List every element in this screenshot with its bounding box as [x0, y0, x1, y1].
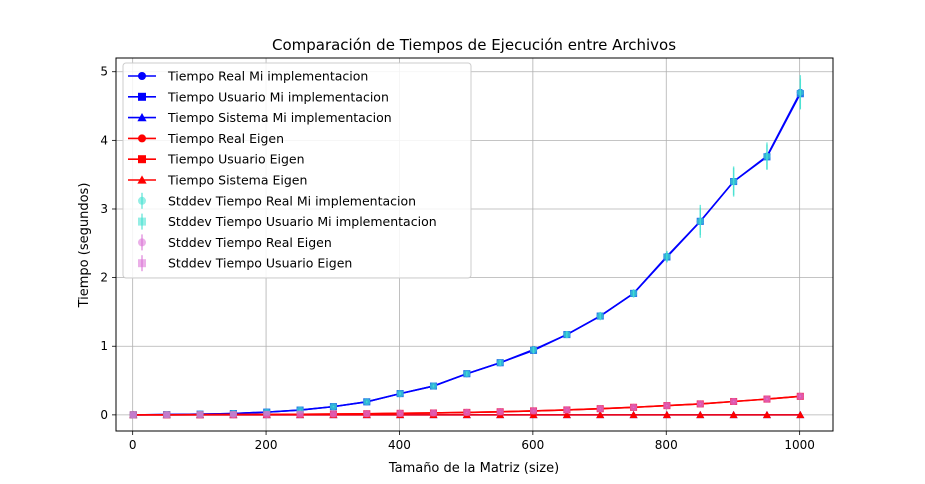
legend-entry-label: Stddev Tiempo Real Mi implementacion: [168, 193, 416, 208]
legend-swatch-marker: [138, 92, 146, 101]
series-point: [662, 410, 671, 419]
errorbar-point: [530, 346, 538, 354]
x-axis-label: Tamaño de la Matriz (size): [388, 461, 559, 476]
y-tick-label: 4: [100, 133, 108, 147]
x-tick-label: 800: [655, 438, 678, 452]
errorbar-point: [563, 406, 571, 414]
errorbar-point: [630, 403, 638, 411]
legend-swatch-marker: [138, 217, 146, 226]
legend-swatch-marker: [138, 72, 146, 80]
series-point: [796, 410, 805, 419]
errorbar-point: [496, 408, 504, 416]
series-point: [629, 410, 638, 419]
y-tick-label: 3: [100, 202, 108, 216]
errorbar-point: [396, 409, 404, 417]
series-point: [729, 410, 738, 419]
legend-entry-label: Tiempo Usuario Mi implementacion: [167, 89, 389, 104]
legend-swatch-marker: [137, 113, 147, 122]
errorbar-point: [696, 217, 704, 225]
errorbar-point: [630, 289, 638, 297]
x-tick-label: 400: [388, 438, 411, 452]
series-point: [596, 410, 605, 419]
series-point: [762, 410, 771, 419]
errorbar-point: [296, 406, 304, 414]
errorbar-point: [163, 411, 171, 419]
plot-area-frame: [115, 57, 834, 432]
errorbar-point: [496, 359, 504, 367]
errorbar-point: [596, 405, 604, 413]
legend-entry-label: Tiempo Sistema Eigen: [167, 173, 307, 188]
x-tick-label: 0: [129, 438, 137, 452]
legend-swatch-marker: [138, 196, 146, 205]
y-tick-label: 5: [100, 65, 108, 79]
legend-entry-label: Tiempo Sistema Mi implementacion: [167, 110, 392, 125]
errorbar-point: [663, 402, 671, 410]
series-point: [696, 410, 705, 419]
errorbar-point: [129, 411, 137, 419]
errorbar-point: [263, 410, 271, 418]
legend-box: [122, 62, 472, 279]
chart-title: Comparación de Tiempos de Ejecución entr…: [272, 36, 676, 54]
legend-swatch-marker: [138, 238, 146, 247]
errorbar-point: [463, 370, 471, 378]
errorbar-point: [730, 178, 738, 186]
series-point: [562, 410, 571, 419]
errorbar-point: [696, 400, 704, 408]
errorbar-point: [296, 410, 304, 418]
legend-swatch-marker: [138, 155, 146, 164]
errorbar-point: [563, 331, 571, 339]
y-tick-label: 0: [100, 408, 108, 422]
legend-entry-label: Tiempo Real Eigen: [167, 131, 284, 146]
errorbar-point: [530, 407, 538, 415]
y-tick-label: 1: [100, 339, 108, 353]
errorbar-point: [363, 410, 371, 418]
errorbar-point: [730, 397, 738, 405]
x-tick-label: 600: [521, 438, 544, 452]
legend-entry-label: Tiempo Real Mi implementacion: [167, 69, 368, 84]
errorbar-point: [463, 408, 471, 416]
y-tick-label: 2: [100, 271, 108, 285]
series-layer: [129, 75, 805, 419]
legend-swatch-marker: [138, 259, 146, 268]
errorbar-point: [763, 395, 771, 403]
legend-swatch-marker: [138, 134, 146, 143]
errorbar-point: [796, 392, 804, 400]
y-axis-label: Tiempo (segundos): [77, 183, 92, 309]
legend-entry-label: Stddev Tiempo Usuario Mi implementacion: [168, 214, 437, 229]
errorbar-point: [229, 411, 237, 419]
errorbar-point: [363, 398, 371, 406]
errorbar-point: [429, 382, 437, 390]
x-tick-label: 200: [255, 438, 278, 452]
errorbar-point: [663, 253, 671, 261]
legend-entry-label: Stddev Tiempo Real Eigen: [168, 235, 332, 250]
legend-entry-label: Tiempo Usuario Eigen: [167, 152, 305, 167]
legend-entry-label: Stddev Tiempo Usuario Eigen: [168, 256, 352, 271]
errorbar-point: [196, 411, 204, 419]
errorbar-point: [329, 403, 337, 411]
legend-swatch-marker: [137, 175, 147, 184]
errorbar-point: [596, 312, 604, 320]
legend: Tiempo Real Mi implementacion Tiempo Usua…: [122, 62, 472, 279]
errorbar-point: [396, 390, 404, 398]
errorbar-point: [796, 90, 804, 98]
errorbar-point: [329, 410, 337, 418]
errorbar-point: [763, 153, 771, 161]
errorbar-point: [429, 409, 437, 417]
axes: 0 200 400 600 800 1000 0 1 2 3 4 5: [100, 65, 815, 452]
series-point: [529, 410, 538, 419]
x-tick-label: 1000: [784, 438, 815, 452]
